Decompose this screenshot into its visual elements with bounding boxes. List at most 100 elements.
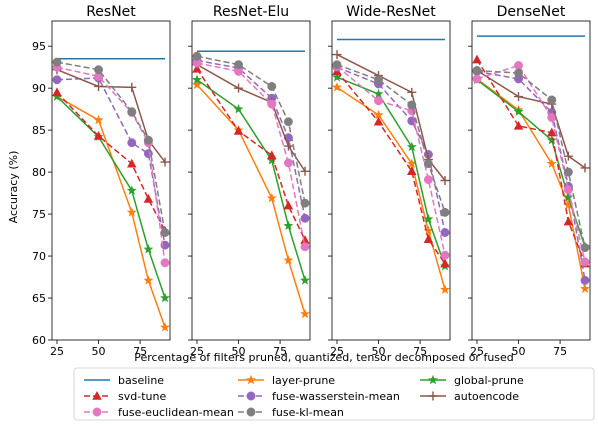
x-tick-label: 50 bbox=[92, 345, 106, 358]
data-point-svd-tune bbox=[407, 166, 417, 176]
data-point-fuse-kl-mean bbox=[94, 65, 103, 75]
data-point-svd-tune bbox=[472, 54, 482, 64]
legend-item-global-prune: global-prune bbox=[420, 374, 524, 387]
data-point-layer-prune bbox=[580, 283, 590, 293]
data-point-autoencode bbox=[407, 87, 417, 97]
data-point-svd-tune bbox=[547, 127, 557, 137]
data-point-fuse-kl-mean bbox=[160, 228, 170, 237]
data-point-fuse-kl-mean bbox=[283, 117, 293, 127]
panel-title: ResNet bbox=[86, 4, 136, 20]
data-point-global-prune bbox=[406, 141, 417, 152]
legend-item-baseline: baseline bbox=[84, 374, 164, 387]
data-point-global-prune bbox=[423, 213, 434, 224]
data-point-fuse-kl-mean bbox=[300, 198, 310, 208]
legend-label: global-prune bbox=[454, 374, 524, 387]
data-point-fuse-kl-mean bbox=[407, 100, 417, 110]
data-point-fuse-kl-mean bbox=[192, 51, 202, 61]
data-point-fuse-euclidean-mean bbox=[283, 158, 293, 168]
x-tick-label: 25 bbox=[330, 345, 344, 358]
data-point-fuse-kl-mean bbox=[127, 107, 137, 117]
data-point-layer-prune bbox=[126, 207, 137, 217]
data-point-global-prune bbox=[373, 88, 384, 99]
panel-frame bbox=[471, 20, 591, 341]
y-tick-label: 60 bbox=[32, 334, 46, 347]
legend-item-fuse-wasserstein-mean: fuse-wasserstein-mean bbox=[238, 390, 400, 403]
data-point-layer-prune bbox=[143, 275, 154, 285]
data-point-global-prune bbox=[513, 106, 524, 116]
data-point-fuse-euclidean-mean bbox=[423, 175, 433, 185]
series-line-fuse-euclidean-mean bbox=[196, 62, 306, 247]
data-point-autoencode bbox=[563, 151, 573, 161]
data-point-layer-prune bbox=[300, 308, 310, 319]
x-tick-label: 75 bbox=[273, 345, 287, 358]
legend-marker bbox=[246, 407, 256, 417]
x-tick-label: 50 bbox=[372, 345, 386, 358]
legend-marker bbox=[428, 374, 438, 385]
legend-item-svd-tune: svd-tune bbox=[84, 390, 166, 403]
legend-item-layer-prune: layer-prune bbox=[238, 374, 335, 387]
legend-label: layer-prune bbox=[272, 374, 335, 387]
data-point-fuse-kl-mean bbox=[332, 60, 342, 70]
legend-label: svd-tune bbox=[118, 390, 166, 403]
legend-label: fuse-kl-mean bbox=[272, 406, 344, 419]
y-tick-label: 95 bbox=[32, 40, 46, 53]
legend-marker bbox=[92, 391, 102, 400]
series-line-layer-prune bbox=[336, 86, 446, 290]
data-point-autoencode bbox=[332, 50, 342, 60]
data-point-svd-tune bbox=[267, 150, 277, 160]
panel-resnet: ResNet 25 50 75 60 65 70 75 80 85 90 95 bbox=[32, 4, 171, 358]
x-tick-label: 75 bbox=[133, 345, 147, 358]
series-line-fuse-wasserstein-mean bbox=[336, 66, 446, 233]
data-point-fuse-euclidean-mean bbox=[300, 242, 310, 252]
legend-marker bbox=[246, 391, 256, 401]
panel-title: ResNet-Elu bbox=[213, 4, 289, 20]
legend-label: fuse-euclidean-mean bbox=[118, 406, 234, 419]
data-point-global-prune bbox=[160, 292, 170, 303]
data-point-autoencode bbox=[94, 81, 104, 91]
data-point-global-prune bbox=[233, 103, 244, 114]
data-point-fuse-wasserstein-mean bbox=[580, 275, 590, 285]
data-point-layer-prune bbox=[266, 192, 277, 203]
series-line-fuse-euclidean-mean bbox=[336, 65, 446, 256]
x-tick-label: 25 bbox=[50, 345, 64, 358]
data-point-layer-prune bbox=[160, 322, 170, 332]
data-point-global-prune bbox=[283, 220, 294, 231]
data-point-fuse-euclidean-mean bbox=[514, 61, 523, 70]
data-point-fuse-euclidean-mean bbox=[374, 96, 383, 106]
data-point-fuse-kl-mean bbox=[514, 68, 523, 78]
y-tick-label: 85 bbox=[32, 124, 46, 137]
data-point-fuse-wasserstein-mean bbox=[300, 213, 310, 223]
series-line-fuse-euclidean-mean bbox=[476, 64, 586, 263]
data-point-fuse-kl-mean bbox=[563, 167, 573, 177]
data-point-autoencode bbox=[283, 141, 293, 151]
x-tick-label: 75 bbox=[553, 345, 567, 358]
data-point-fuse-wasserstein-mean bbox=[440, 228, 450, 237]
legend-marker bbox=[428, 391, 438, 401]
data-point-fuse-kl-mean bbox=[267, 82, 277, 91]
data-point-fuse-kl-mean bbox=[440, 207, 450, 217]
x-axis-label: Percentage of filters pruned, quantized,… bbox=[134, 351, 514, 364]
x-tick-label: 25 bbox=[190, 345, 204, 358]
data-point-svd-tune bbox=[563, 216, 574, 226]
panel-frame bbox=[331, 20, 451, 341]
data-point-global-prune bbox=[143, 244, 154, 254]
data-point-layer-prune bbox=[332, 82, 342, 92]
data-point-fuse-kl-mean bbox=[52, 57, 62, 67]
series-line-fuse-euclidean-mean bbox=[56, 66, 166, 263]
data-point-fuse-euclidean-mean bbox=[160, 258, 170, 268]
data-point-svd-tune bbox=[143, 193, 154, 203]
data-point-svd-tune bbox=[373, 116, 384, 126]
legend-marker bbox=[92, 407, 102, 417]
data-point-fuse-kl-mean bbox=[580, 243, 590, 253]
panel-title: Wide-ResNet bbox=[346, 4, 436, 20]
data-point-global-prune bbox=[546, 135, 557, 145]
data-point-fuse-kl-mean bbox=[143, 135, 153, 145]
data-point-autoencode bbox=[580, 163, 590, 173]
legend-item-fuse-euclidean-mean: fuse-euclidean-mean bbox=[84, 406, 234, 419]
legend-box bbox=[73, 367, 595, 421]
panel-wide-resnet: Wide-ResNet 25 50 75 bbox=[328, 4, 451, 358]
legend-label: fuse-wasserstein-mean bbox=[272, 390, 400, 403]
y-tick-label: 65 bbox=[32, 292, 46, 305]
data-point-svd-tune bbox=[300, 235, 310, 244]
data-point-global-prune bbox=[332, 72, 342, 82]
